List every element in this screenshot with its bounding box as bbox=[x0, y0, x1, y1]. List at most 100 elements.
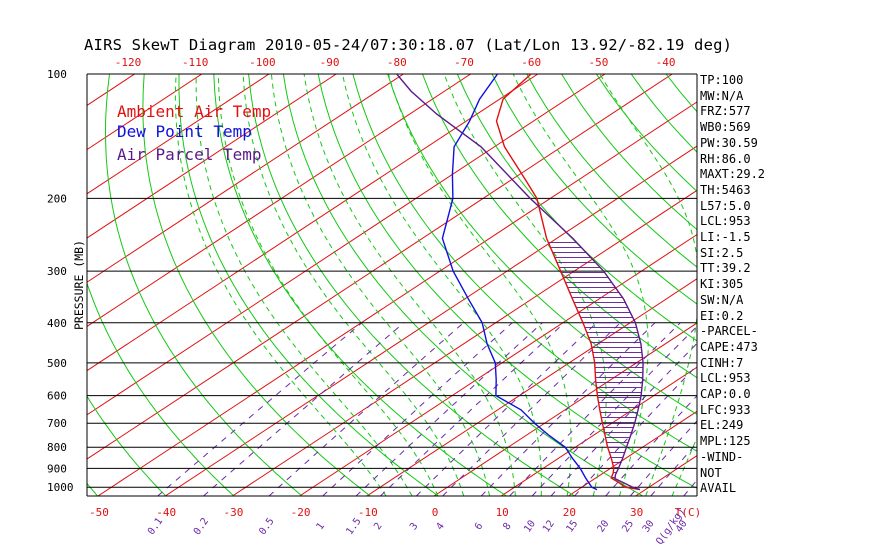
mixing-ratio-tick-label: 3 bbox=[408, 521, 420, 532]
side-panel-item: AVAIL bbox=[700, 481, 737, 496]
mixing-ratio-line bbox=[650, 442, 697, 496]
dry-adiabat-line bbox=[87, 281, 235, 496]
pressure-tick-label: 600 bbox=[47, 390, 67, 403]
pressure-tick-label: 400 bbox=[47, 317, 67, 330]
mixing-ratio-line bbox=[380, 322, 565, 496]
dry-adiabat-line bbox=[213, 74, 507, 496]
pressure-tick-label: 200 bbox=[47, 192, 67, 205]
mixing-ratio-tick-label: 12 bbox=[541, 518, 557, 534]
legend-air-parcel-temp: Air Parcel Temp bbox=[117, 145, 262, 164]
isotherm-line bbox=[87, 74, 404, 283]
top-temp-tick-label: -110 bbox=[182, 56, 209, 69]
top-temp-tick-label: -90 bbox=[320, 56, 340, 69]
isotherm-line bbox=[299, 233, 697, 496]
mixing-ratio-tick-label: 8 bbox=[501, 521, 513, 532]
temp-unit-label: T(C) bbox=[675, 506, 702, 519]
side-panel-item: TP:100 bbox=[700, 73, 744, 87]
pressure-tick-label: 700 bbox=[47, 417, 67, 430]
top-temp-tick-label: -80 bbox=[387, 56, 407, 69]
isotherm-line bbox=[366, 278, 697, 496]
moist-adiabat-line bbox=[303, 74, 516, 496]
moist-adiabat-line bbox=[217, 74, 439, 496]
mixing-ratio-tick-label: 10 bbox=[522, 519, 538, 535]
isotherm-line bbox=[87, 74, 337, 239]
cape-hatch-area bbox=[546, 238, 644, 478]
isotherm-line bbox=[0, 74, 67, 496]
side-panel-item: RH:86.0 bbox=[700, 151, 751, 166]
bottom-temp-tick-label: 10 bbox=[496, 506, 509, 519]
isotherm-line bbox=[232, 189, 697, 496]
side-panel-item: TH:5463 bbox=[700, 182, 751, 197]
mixing-ratio-line bbox=[605, 395, 697, 496]
dry-adiabat-line bbox=[491, 74, 697, 305]
mixing-ratio-tick-label: 15 bbox=[565, 518, 581, 534]
pressure-tick-label: 800 bbox=[47, 441, 67, 454]
moist-adiabat-line bbox=[174, 74, 387, 496]
mixing-ratio-line bbox=[629, 420, 697, 496]
pressure-tick-label: 500 bbox=[47, 357, 67, 370]
parcel-temp-line bbox=[396, 74, 644, 491]
mixing-ratio-line bbox=[268, 322, 464, 496]
isotherm-line bbox=[837, 74, 870, 496]
mixing-ratio-tick-label: 1.5 bbox=[344, 516, 363, 537]
side-panel-item: MAXT:29.2 bbox=[700, 167, 766, 182]
legend-ambient-air-temp: Ambient Air Temp bbox=[117, 102, 272, 121]
mixing-ratio-line bbox=[442, 322, 621, 496]
top-temp-tick-label: -70 bbox=[454, 56, 474, 69]
mixing-ratio-line bbox=[355, 322, 543, 496]
bottom-temp-tick-label: -10 bbox=[358, 506, 378, 519]
isotherm-line bbox=[87, 74, 471, 327]
side-panel-item: TT:39.2 bbox=[700, 261, 751, 276]
y-axis-label: PRESSURE (MB) bbox=[72, 240, 86, 330]
isotherm-line bbox=[87, 74, 203, 151]
side-panel-item: NOT bbox=[700, 465, 722, 480]
dry-adiabat-line bbox=[526, 74, 697, 268]
isotherm-line bbox=[87, 74, 673, 460]
mixing-ratio-tick-label: 0.1 bbox=[146, 516, 165, 537]
side-panel-item: MW:N/A bbox=[700, 88, 744, 103]
mixing-ratio-tick-label: 2 bbox=[372, 521, 384, 532]
top-temp-tick-label: -120 bbox=[115, 56, 142, 69]
side-panel-item: L57:5.0 bbox=[700, 198, 751, 213]
isotherm-line bbox=[87, 74, 539, 372]
moist-adiabat-line bbox=[270, 74, 491, 496]
top-temp-tick-label: -40 bbox=[656, 56, 676, 69]
side-panel-item: SI:2.5 bbox=[700, 245, 744, 260]
pressure-tick-label: 300 bbox=[47, 265, 67, 278]
bottom-temp-tick-label: -50 bbox=[89, 506, 109, 519]
side-panel-item: SW:N/A bbox=[700, 292, 744, 307]
dry-adiabat-line bbox=[248, 74, 575, 496]
mixing-ratio-line bbox=[574, 364, 697, 496]
side-panel-item: PW:30.59 bbox=[700, 135, 758, 150]
isotherm-line bbox=[87, 74, 135, 106]
legend-dew-point-temp: Dew Point Temp bbox=[117, 122, 252, 141]
side-panel-item: LFC:933 bbox=[700, 402, 751, 417]
grid-layer bbox=[0, 74, 870, 496]
mixing-ratio-line bbox=[203, 322, 405, 496]
dry-adiabat-line bbox=[387, 74, 697, 416]
dry-adiabat-line bbox=[317, 74, 697, 489]
dry-adiabat-line bbox=[456, 74, 697, 342]
top-temp-tick-label: -60 bbox=[521, 56, 541, 69]
mixing-ratio-tick-label: 1 bbox=[315, 521, 327, 532]
side-panel-item: LCL:953 bbox=[700, 371, 751, 386]
bottom-temp-tick-label: 0 bbox=[432, 506, 439, 519]
dry-adiabat-line bbox=[178, 74, 439, 496]
side-panel-item: MPL:125 bbox=[700, 434, 751, 449]
isotherm-line bbox=[164, 145, 697, 496]
side-panel-item: -WIND- bbox=[700, 449, 744, 464]
mixing-ratio-line bbox=[531, 325, 697, 496]
mixing-ratio-line bbox=[322, 322, 513, 496]
side-panel-item: KI:305 bbox=[700, 277, 744, 292]
side-panel-item: CAP:0.0 bbox=[700, 387, 751, 402]
isotherm-line bbox=[770, 74, 870, 496]
mixing-ratio-tick-label: 0.5 bbox=[257, 516, 276, 537]
top-temp-tick-label: -100 bbox=[249, 56, 276, 69]
top-temp-tick-label: -50 bbox=[588, 56, 608, 69]
side-panel-item: FRZ:577 bbox=[700, 104, 751, 119]
dry-adiabat-line bbox=[0, 74, 30, 496]
pressure-tick-label: 1000 bbox=[47, 481, 74, 494]
series-layer bbox=[396, 74, 644, 491]
dry-adiabat-line bbox=[770, 74, 870, 496]
